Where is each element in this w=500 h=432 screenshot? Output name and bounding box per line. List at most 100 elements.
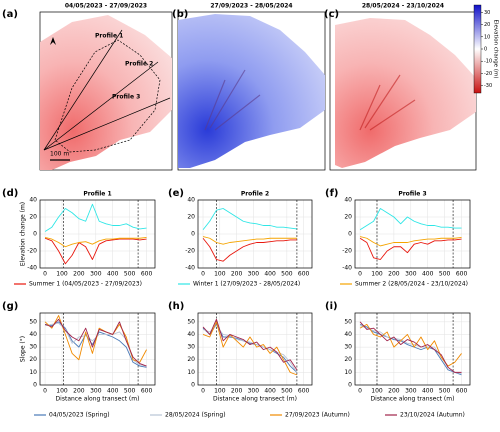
y-tick-label: 40: [187, 197, 195, 204]
map-c: [329, 11, 477, 171]
y-tick-label: 20: [187, 356, 195, 363]
y-tick-label: 0: [348, 382, 352, 389]
series-line: [202, 208, 297, 231]
series-line: [359, 237, 462, 260]
x-tick-label: 200: [231, 388, 243, 395]
y-tick-label: 50: [29, 318, 37, 325]
profile-line: [43, 97, 171, 151]
x-tick-label: 400: [107, 388, 119, 395]
x-tick-label: 0: [201, 388, 205, 395]
x-tick-label: 100: [214, 388, 226, 395]
x-tick-label: 400: [264, 388, 276, 395]
x-axis-label: Distance along transect (m): [213, 396, 297, 403]
map-title: 28/05/2024 - 23/10/2024: [362, 3, 444, 10]
y-tick-label: 40: [344, 331, 352, 338]
y-tick-label: -40: [27, 265, 37, 272]
x-tick-label: 500: [281, 388, 293, 395]
map-title: 27/09/2023 - 28/05/2024: [210, 3, 292, 10]
legend-label: 04/05/2023 (Spring): [49, 412, 110, 419]
plot-frame: [197, 199, 313, 269]
y-tick-label: 10: [29, 369, 37, 376]
colorbar-tick-label: 20: [484, 22, 490, 28]
y-tick-label: 20: [344, 214, 352, 221]
map-title: 04/05/2023 - 27/09/2023: [65, 3, 147, 10]
y-tick-label: 10: [187, 369, 195, 376]
legend-label: Summer 2 (28/05/2024 - 23/10/2024): [355, 281, 468, 288]
x-tick-label: 100: [371, 388, 383, 395]
y-tick-label: -20: [185, 248, 195, 255]
panel-label: (f): [325, 188, 339, 199]
y-tick-label: 0: [348, 231, 352, 238]
y-axis-label: Slope (°): [20, 336, 27, 362]
x-tick-label: 600: [298, 271, 310, 278]
colorbar: [473, 4, 482, 94]
north-arrow: [50, 37, 56, 45]
y-tick-label: -40: [342, 265, 352, 272]
panel-label: (b): [172, 9, 188, 20]
x-tick-label: 0: [201, 271, 205, 278]
x-tick-label: 100: [56, 271, 68, 278]
panel-label: (h): [168, 301, 184, 312]
y-tick-label: 50: [344, 318, 352, 325]
series-line: [202, 237, 297, 262]
y-tick-label: 40: [344, 197, 352, 204]
series-line: [359, 323, 462, 376]
y-axis-label: Elevation change (m): [20, 202, 27, 266]
series-line: [359, 208, 462, 231]
legend-label: Summer 1 (04/05/2023 - 27/09/2023): [29, 281, 142, 288]
x-tick-label: 0: [358, 388, 362, 395]
y-tick-label: -40: [185, 265, 195, 272]
plot-frame: [39, 312, 156, 386]
colorbar-tick-label: -20: [484, 71, 492, 77]
x-tick-label: 500: [439, 388, 451, 395]
scale-label: 100 m: [50, 151, 69, 158]
panel-label: (g): [2, 301, 18, 312]
x-tick-label: 300: [90, 388, 102, 395]
profile-line: [43, 29, 123, 151]
plot-frame: [354, 199, 471, 269]
series-line: [202, 325, 298, 373]
x-axis-label: Distance along transect (m): [56, 396, 140, 403]
x-tick-label: 400: [422, 388, 434, 395]
x-tick-label: 300: [248, 388, 260, 395]
y-tick-label: 20: [29, 214, 37, 221]
colorbar-tick-label: -30: [484, 83, 492, 89]
y-tick-label: 50: [187, 318, 195, 325]
y-tick-label: 30: [187, 344, 195, 351]
series-line: [44, 203, 147, 232]
map-area: [40, 15, 172, 170]
x-tick-label: 300: [90, 271, 102, 278]
x-tick-label: 500: [124, 271, 136, 278]
panel-label: (d): [2, 188, 18, 199]
plot-frame: [354, 312, 471, 386]
y-tick-label: 30: [29, 344, 37, 351]
y-tick-label: 0: [191, 382, 195, 389]
panel-label: (a): [2, 9, 18, 20]
series-line: [44, 236, 147, 248]
profile-label: Profile 3: [112, 94, 140, 101]
x-tick-label: 300: [248, 271, 260, 278]
y-tick-label: 40: [187, 331, 195, 338]
profile-label: Profile 1: [95, 33, 123, 40]
legend-label: 23/10/2024 (Autumn): [400, 412, 465, 419]
y-tick-label: 10: [344, 369, 352, 376]
series-line: [359, 236, 462, 247]
y-tick-label: -20: [27, 248, 37, 255]
colorbar-tick-label: -10: [484, 59, 492, 65]
x-tick-label: 100: [56, 388, 68, 395]
x-tick-label: 300: [405, 388, 417, 395]
profile-line: [43, 61, 159, 151]
x-tick-label: 600: [456, 388, 468, 395]
x-tick-label: 500: [439, 271, 451, 278]
colorbar-label: Elevation change (m): [493, 20, 499, 79]
y-tick-label: 0: [191, 231, 195, 238]
chart-title: Profile 1: [83, 191, 111, 198]
series-line: [202, 318, 298, 371]
map-area: [335, 18, 476, 168]
legend-label: 28/05/2024 (Spring): [165, 412, 226, 419]
x-tick-label: 600: [141, 271, 153, 278]
colorbar-tick-label: 30: [484, 10, 490, 16]
y-tick-label: -20: [342, 248, 352, 255]
x-tick-label: 200: [388, 388, 400, 395]
